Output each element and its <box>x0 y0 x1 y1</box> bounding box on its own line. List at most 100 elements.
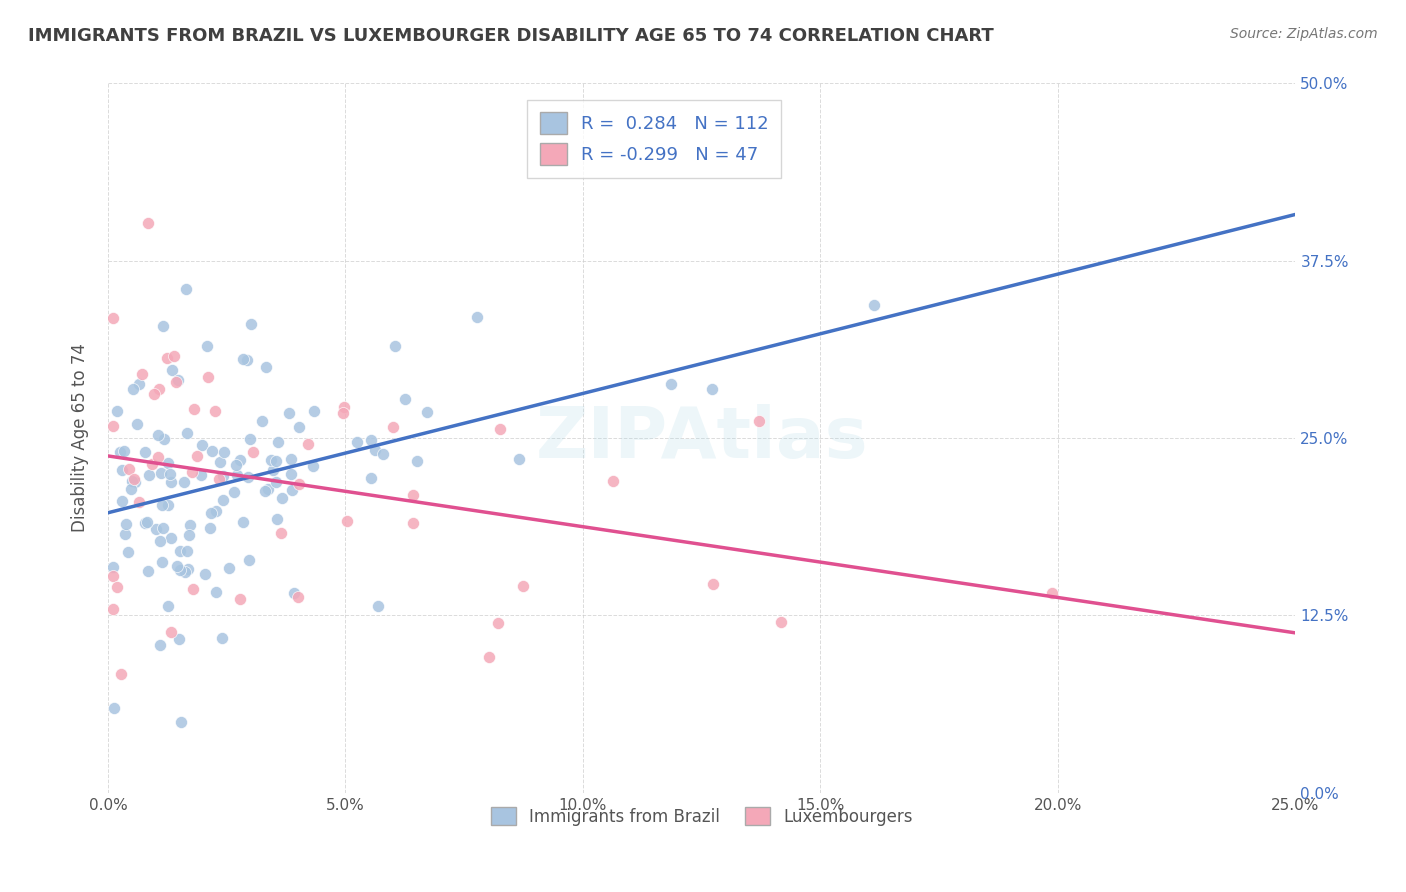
Point <box>200 506 222 520</box>
Text: ZIPAtlas: ZIPAtlas <box>536 403 868 473</box>
Point <box>166 558 188 573</box>
Text: IMMIGRANTS FROM BRAZIL VS LUXEMBOURGER DISABILITY AGE 65 TO 74 CORRELATION CHART: IMMIGRANTS FROM BRAZIL VS LUXEMBOURGER D… <box>28 27 994 45</box>
Point <box>748 414 770 428</box>
Point <box>179 517 201 532</box>
Point <box>212 469 235 483</box>
Point <box>169 714 191 729</box>
Point <box>416 405 439 419</box>
Point <box>159 624 181 639</box>
Point <box>163 349 186 363</box>
Point <box>156 351 179 366</box>
Point <box>254 359 277 374</box>
Point <box>160 532 183 546</box>
Legend: Immigrants from Brazil, Luxembourgers: Immigrants from Brazil, Luxembourgers <box>482 799 921 834</box>
Point <box>183 402 205 417</box>
Point <box>346 434 368 449</box>
Point <box>136 564 159 578</box>
Point <box>364 442 387 457</box>
Point <box>152 521 174 535</box>
Point <box>128 377 150 392</box>
Point <box>252 414 274 428</box>
Point <box>112 444 135 458</box>
Point <box>211 632 233 646</box>
Point <box>270 525 292 540</box>
Point <box>266 512 288 526</box>
Point <box>167 632 190 646</box>
Point <box>136 216 159 230</box>
Point <box>659 376 682 391</box>
Point <box>240 318 263 332</box>
Point <box>148 382 170 396</box>
Point <box>169 563 191 577</box>
Point <box>152 318 174 333</box>
Point <box>101 559 124 574</box>
Point <box>257 482 280 496</box>
Point <box>111 493 134 508</box>
Point <box>302 404 325 418</box>
Point <box>280 451 302 466</box>
Point <box>384 339 406 353</box>
Point <box>191 438 214 452</box>
Point <box>121 383 143 397</box>
Point <box>288 477 311 491</box>
Point <box>115 517 138 532</box>
Point <box>156 599 179 614</box>
Point <box>110 445 132 459</box>
Point <box>862 298 884 312</box>
Point <box>267 434 290 449</box>
Point <box>297 437 319 451</box>
Point <box>512 579 534 593</box>
Point <box>218 561 240 575</box>
Point <box>186 449 208 463</box>
Point <box>150 466 173 480</box>
Point <box>382 420 405 434</box>
Point <box>204 404 226 418</box>
Point <box>283 586 305 600</box>
Point <box>111 463 134 477</box>
Point <box>288 420 311 434</box>
Point <box>209 455 232 469</box>
Point <box>159 475 181 489</box>
Point <box>367 599 389 614</box>
Point <box>176 282 198 296</box>
Point <box>156 498 179 512</box>
Point <box>167 373 190 387</box>
Point <box>173 475 195 490</box>
Point <box>195 339 218 353</box>
Point <box>236 469 259 483</box>
Text: Source: ZipAtlas.com: Source: ZipAtlas.com <box>1230 27 1378 41</box>
Point <box>201 443 224 458</box>
Point <box>198 521 221 535</box>
Point <box>183 582 205 596</box>
Point <box>177 562 200 576</box>
Point <box>149 638 172 652</box>
Point <box>467 310 489 324</box>
Point <box>211 492 233 507</box>
Point <box>229 592 252 607</box>
Point <box>177 528 200 542</box>
Point <box>128 495 150 509</box>
Point <box>125 417 148 432</box>
Point <box>280 467 302 481</box>
Point <box>124 475 146 489</box>
Point <box>169 544 191 558</box>
Point <box>1040 585 1063 599</box>
Point <box>197 370 219 384</box>
Point <box>700 382 723 396</box>
Point <box>212 445 235 459</box>
Point <box>271 491 294 505</box>
Point <box>121 474 143 488</box>
Point <box>302 458 325 473</box>
Point <box>278 406 301 420</box>
Point <box>508 452 530 467</box>
Point <box>165 375 187 389</box>
Point <box>152 432 174 446</box>
Point <box>105 404 128 418</box>
Point <box>101 419 124 434</box>
Point <box>478 650 501 665</box>
Point <box>264 454 287 468</box>
Point <box>360 471 382 485</box>
Point <box>145 522 167 536</box>
Point <box>232 351 254 366</box>
Point <box>136 515 159 529</box>
